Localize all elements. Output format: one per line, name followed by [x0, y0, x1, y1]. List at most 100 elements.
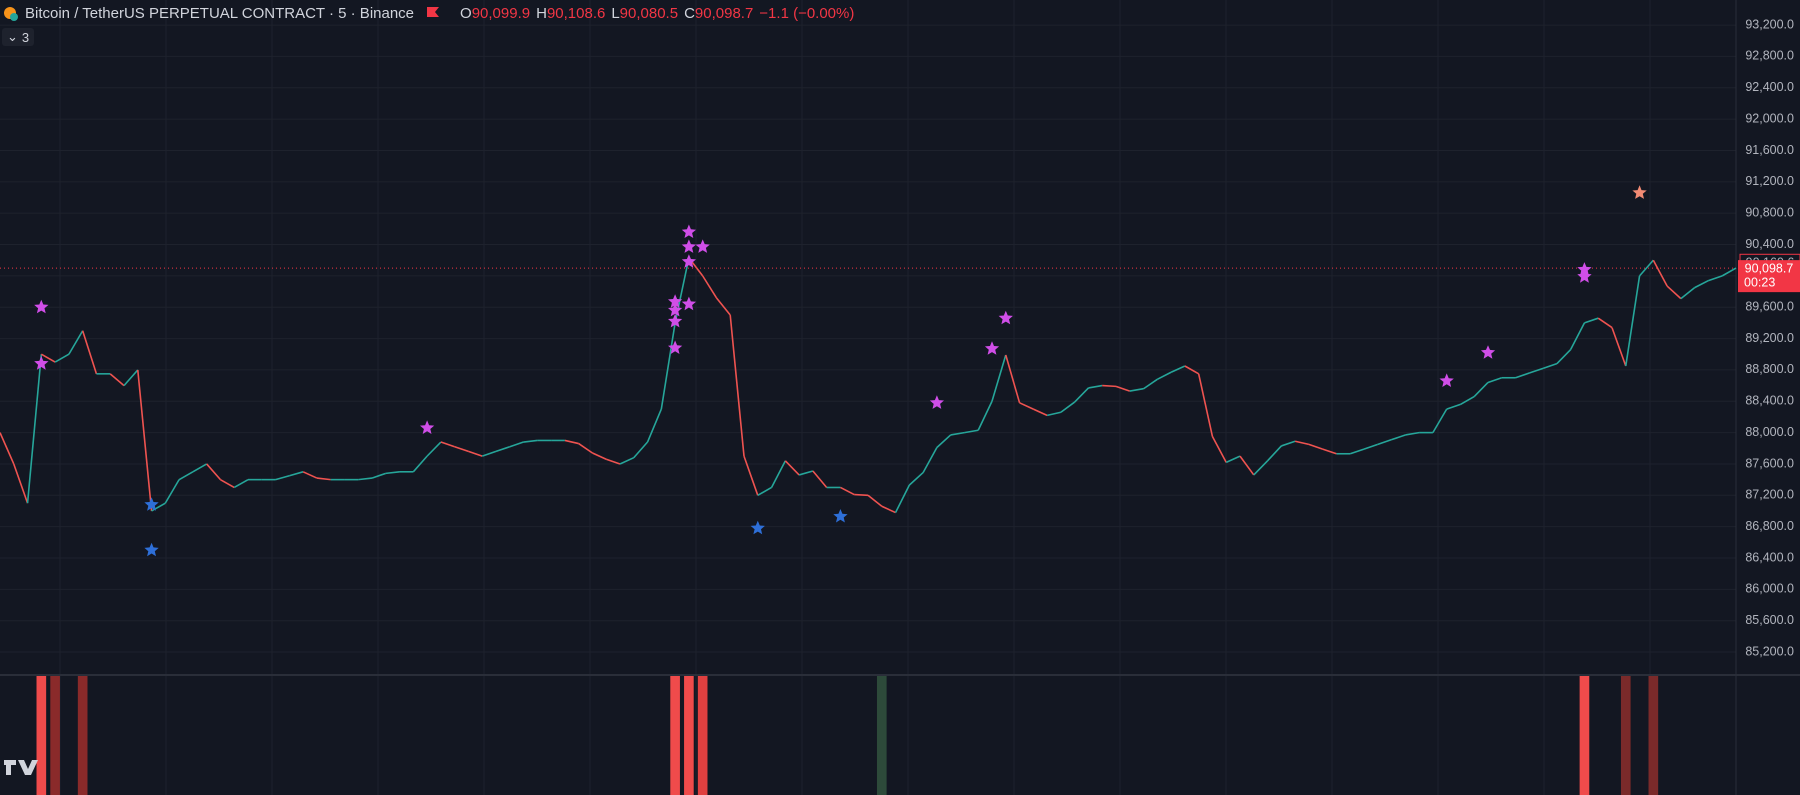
price-segment	[1405, 431, 1420, 436]
y-tick-label: 91,600.0	[1745, 143, 1794, 157]
signal-star	[1632, 185, 1647, 199]
signal-star	[833, 509, 848, 523]
signal-bar	[77, 676, 88, 795]
price-segment	[964, 429, 979, 434]
price-segment	[715, 297, 731, 316]
price-segment	[1694, 279, 1709, 289]
signal-star	[984, 341, 1000, 355]
price-segment	[619, 456, 635, 465]
y-tick-label: 88,400.0	[1745, 394, 1794, 408]
signal-star	[681, 239, 696, 253]
signal-star	[681, 224, 696, 238]
price-segment	[302, 471, 318, 479]
price-segment	[358, 477, 373, 481]
signal-star	[681, 254, 696, 268]
price-segment	[1211, 436, 1227, 463]
price-segment	[1569, 322, 1586, 350]
price-segment	[178, 471, 194, 481]
price-segment	[1473, 381, 1489, 398]
signal-star	[1439, 373, 1454, 387]
price-segment	[1129, 387, 1144, 392]
y-tick-label: 90,800.0	[1745, 205, 1794, 219]
price-segment	[1721, 267, 1737, 277]
price-segment	[316, 477, 331, 481]
price-segment	[798, 470, 814, 476]
price-segment	[977, 400, 993, 431]
ohlc-value: 90,098.7	[694, 4, 754, 22]
price-segment	[1060, 401, 1076, 413]
price-segment	[440, 441, 455, 448]
signal-star	[144, 497, 159, 511]
price-segment	[1377, 438, 1392, 446]
price-segment	[660, 322, 676, 410]
price-segment	[109, 373, 125, 387]
price-segment	[881, 505, 896, 514]
flag-icon[interactable]	[424, 4, 444, 22]
y-tick-label: 88,000.0	[1745, 425, 1794, 439]
price-segment	[1446, 403, 1461, 410]
price-segment	[233, 478, 249, 489]
price-segment	[1239, 455, 1255, 476]
y-tick-label: 86,800.0	[1745, 519, 1794, 533]
signal-star	[668, 294, 683, 308]
price-segment	[908, 471, 924, 486]
indicator-count: 3	[21, 29, 30, 45]
price-segment	[646, 408, 663, 443]
signal-star	[144, 542, 159, 557]
y-tick-label: 87,600.0	[1745, 456, 1794, 470]
price-segment	[1652, 259, 1668, 287]
chevron: ⌄	[7, 29, 18, 44]
price-segment	[991, 354, 1007, 402]
legend-header: Bitcoin / TetherUS PERPETUAL CONTRACT · …	[0, 2, 860, 24]
price-segment	[1349, 448, 1365, 455]
price-segment	[1156, 371, 1172, 381]
y-tick-label: 92,400.0	[1745, 80, 1794, 94]
signal-bar	[50, 676, 60, 795]
symbol-logo	[4, 7, 18, 21]
signal-star	[668, 340, 683, 354]
symbol-title[interactable]: Bitcoin / TetherUS PERPETUAL CONTRACT · …	[25, 4, 415, 22]
price-segment	[68, 330, 84, 355]
price-segment	[757, 486, 772, 497]
price-segment	[1184, 365, 1200, 375]
price-segment	[770, 460, 787, 488]
y-tick-label: 88,800.0	[1745, 362, 1794, 376]
signal-star	[750, 520, 765, 535]
price-segment	[426, 441, 442, 457]
price-segment	[495, 445, 511, 453]
signal-star	[668, 313, 683, 328]
indicators-toggle[interactable]: ⌄ 3	[2, 28, 35, 46]
price-segment	[275, 474, 290, 481]
price-segment	[592, 452, 607, 460]
y-tick-label: 92,800.0	[1745, 49, 1794, 63]
price-segment	[1391, 434, 1406, 441]
price-segment	[1322, 448, 1337, 455]
price-segment	[1308, 443, 1323, 450]
price-segment	[867, 494, 883, 507]
price-segment	[206, 463, 222, 481]
price-segment	[40, 353, 56, 363]
price-segment	[840, 486, 855, 496]
ohlc-key: L	[611, 4, 620, 22]
price-segment	[701, 275, 718, 299]
countdown: 00:23	[1744, 275, 1775, 289]
price-segment	[1046, 411, 1062, 417]
signal-star	[34, 356, 49, 370]
price-segment	[1253, 460, 1269, 476]
price-segment	[1266, 445, 1282, 462]
ohlc-value: 90,099.9	[471, 4, 531, 22]
signal-bar	[1620, 676, 1631, 795]
signal-star	[929, 395, 944, 409]
price-segment	[13, 463, 29, 504]
y-tick-label: 93,200.0	[1745, 17, 1794, 31]
signal-bar	[1579, 676, 1590, 795]
signal-star	[681, 296, 696, 311]
price-segment	[289, 471, 304, 477]
signal-star	[1480, 345, 1496, 359]
price-segment	[950, 431, 965, 436]
price-segment	[1432, 408, 1448, 434]
price-segment	[136, 369, 153, 512]
price-segment	[468, 450, 483, 457]
price-segment	[1624, 275, 1641, 367]
